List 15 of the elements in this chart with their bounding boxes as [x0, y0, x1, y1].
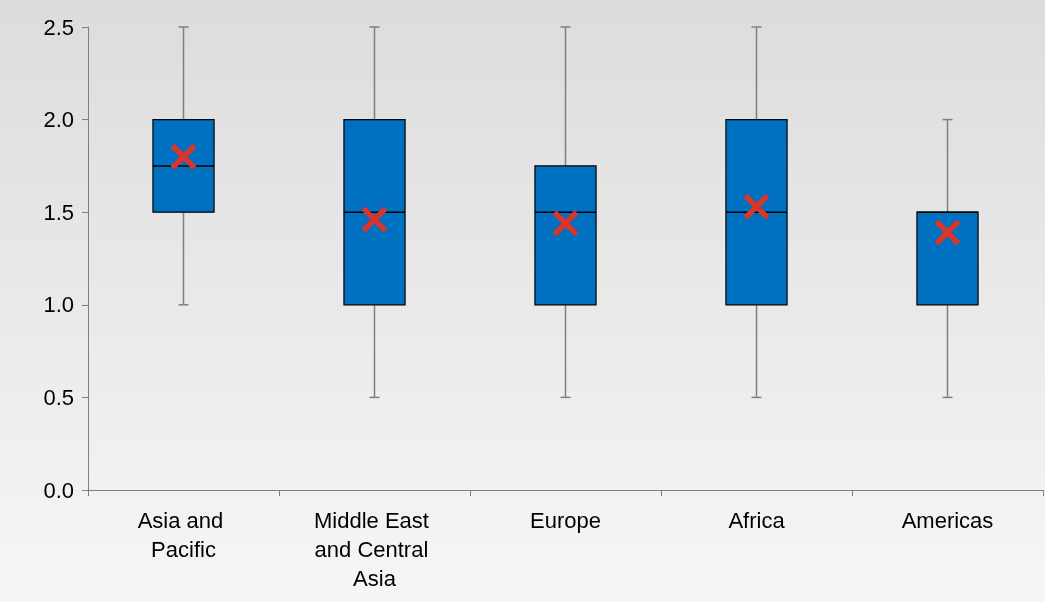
x-tick-label: Africa — [728, 508, 786, 533]
y-tick-label: 0.0 — [43, 477, 74, 503]
y-tick-label: 1.0 — [43, 292, 74, 318]
y-tick-label: 1.5 — [43, 199, 74, 225]
point — [361, 206, 388, 233]
x-tick-label: Middle East and Central Asia — [313, 508, 436, 591]
y-tick-label: 0.5 — [43, 384, 74, 410]
point — [743, 193, 770, 220]
x-tick-label: Americas — [901, 508, 994, 533]
x-tick-label: Asia and Pacific — [137, 508, 230, 562]
x-tick-label: Europe — [530, 508, 601, 533]
point — [934, 219, 961, 246]
point — [552, 210, 579, 237]
y-tick-label: 2.0 — [43, 107, 74, 133]
y-tick-label: 2.5 — [43, 14, 74, 40]
